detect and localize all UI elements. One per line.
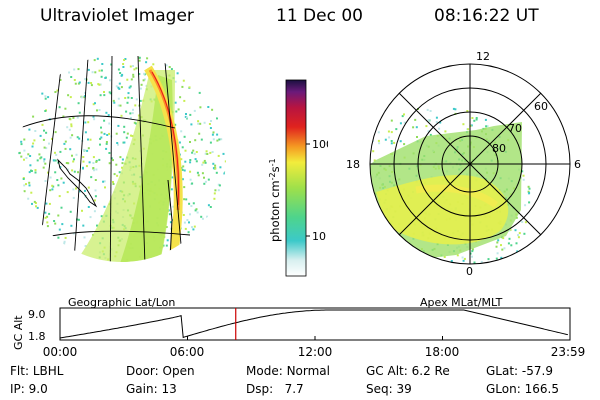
door-field: Door: Open — [126, 364, 195, 378]
seq-field: Seq: 39 — [366, 382, 412, 396]
gain-value: 13 — [161, 382, 177, 396]
color-scale-bar: 100 10 photon cm-2s-1 — [268, 79, 328, 277]
orbit-xtick-1200: 12:00 — [298, 345, 333, 359]
mlat-label-70: 70 — [508, 122, 522, 135]
instrument-title: Ultraviolet Imager — [40, 6, 194, 26]
seq-value: 39 — [396, 382, 412, 396]
mlt-label-18: 18 — [346, 158, 360, 171]
polar-grid — [369, 63, 571, 265]
orbit-xtick-0000: 00:00 — [43, 345, 78, 359]
gc-alt-value: 6.2 Re — [411, 364, 450, 378]
observation-date: 11 Dec 00 — [276, 6, 363, 26]
mlt-label-6: 6 — [574, 158, 581, 171]
colorbar-tick-100: 100 — [312, 138, 328, 151]
gain-field: Gain: 13 — [126, 382, 177, 396]
dsp-value: 7.7 — [284, 382, 304, 396]
orbit-altitude-plot: GC Alt 9.0 1.8 00:00 06:00 12:00 18:00 2… — [12, 307, 586, 359]
orbit-ytick-top: 9.0 — [28, 308, 46, 321]
glat-value: -57.9 — [521, 364, 553, 378]
geographic-label: Geographic Lat/Lon — [68, 296, 176, 309]
mlt-label-0: 0 — [466, 265, 473, 278]
glat-field: GLat: -57.9 — [486, 364, 553, 378]
dsp-field: Dsp: 7.7 — [246, 382, 304, 396]
colorbar-tick-10: 10 — [312, 230, 326, 243]
glon-field: GLon: 166.5 — [486, 382, 559, 396]
mlat-label-60: 60 — [534, 100, 548, 113]
glon-value: 166.5 — [524, 382, 559, 396]
gc-alt-field: GC Alt: 6.2 Re — [366, 364, 450, 378]
ip-field: IP: 9.0 — [10, 382, 48, 396]
orbit-altitude-curve — [59, 309, 569, 339]
orbit-ytick-bottom: 1.8 — [28, 330, 46, 343]
geographic-image — [18, 54, 226, 262]
mlt-label-12: 12 — [476, 50, 490, 63]
mlat-label-80: 80 — [492, 142, 506, 155]
door-value: Open — [162, 364, 195, 378]
orbit-frame — [59, 307, 571, 341]
apex-polar-plot: 12 18 6 0 60 70 80 — [346, 50, 581, 278]
orbit-xtick-0600: 06:00 — [170, 345, 205, 359]
mode-field: Mode: Normal — [246, 364, 330, 378]
orbit-ylabel: GC Alt — [12, 315, 25, 350]
coastline — [57, 158, 98, 208]
filter-field: Flt: LBHL — [10, 364, 64, 378]
orbit-xtick-1800: 18:00 — [425, 345, 460, 359]
ip-value: 9.0 — [28, 382, 48, 396]
mode-value: Normal — [286, 364, 330, 378]
orbit-xtick-2359: 23:59 — [551, 345, 586, 359]
observation-time: 08:16:22 UT — [434, 6, 539, 26]
colorbar-unit-label: photon cm-2s-1 — [268, 158, 282, 242]
apex-label: Apex MLat/MLT — [420, 296, 503, 309]
filter-value: LBHL — [32, 364, 64, 378]
